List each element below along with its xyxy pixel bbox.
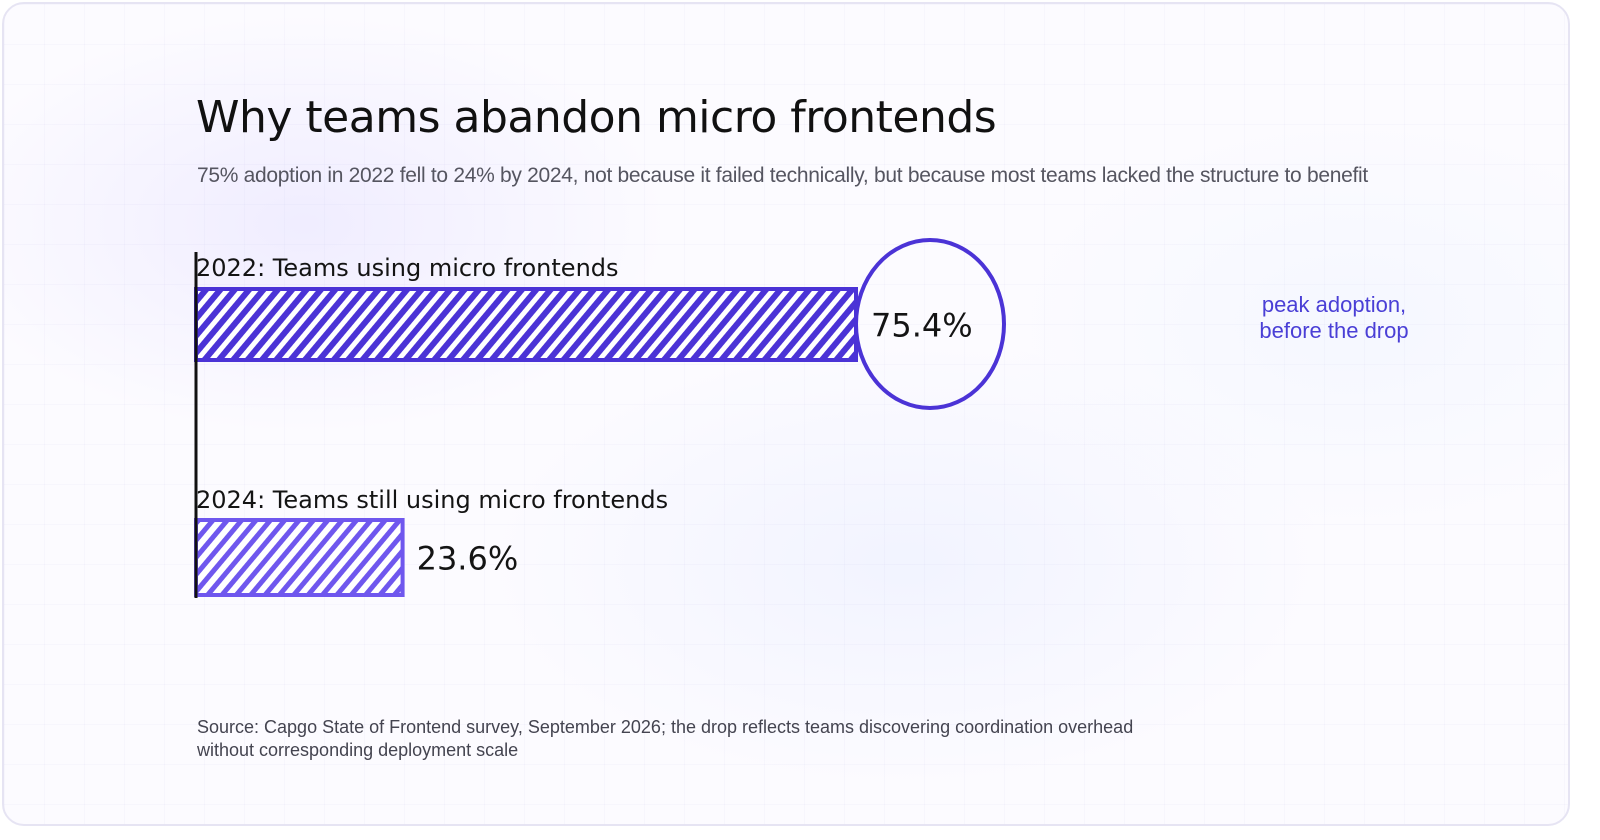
category-label-2022: 2022: Teams using micro frontends <box>196 254 619 282</box>
chart-card <box>2 2 1570 826</box>
value-label-2024: 23.6% <box>417 540 519 578</box>
chart-title: Why teams abandon micro frontends <box>196 92 997 143</box>
category-label-2024: 2024: Teams still using micro frontends <box>196 486 668 514</box>
annotation-line-2: before the drop <box>1259 318 1408 343</box>
chart-subtitle: 75% adoption in 2022 fell to 24% by 2024… <box>197 164 1368 187</box>
annotation-circle <box>854 238 1006 410</box>
value-label-2022: 75.4% <box>871 307 973 345</box>
bar-2022 <box>194 287 858 362</box>
background-grid <box>4 4 1568 824</box>
source-note: Source: Capgo State of Frontend survey, … <box>197 717 1134 760</box>
annotation-line-1: peak adoption, <box>1262 292 1406 317</box>
bar-2024 <box>194 518 405 597</box>
